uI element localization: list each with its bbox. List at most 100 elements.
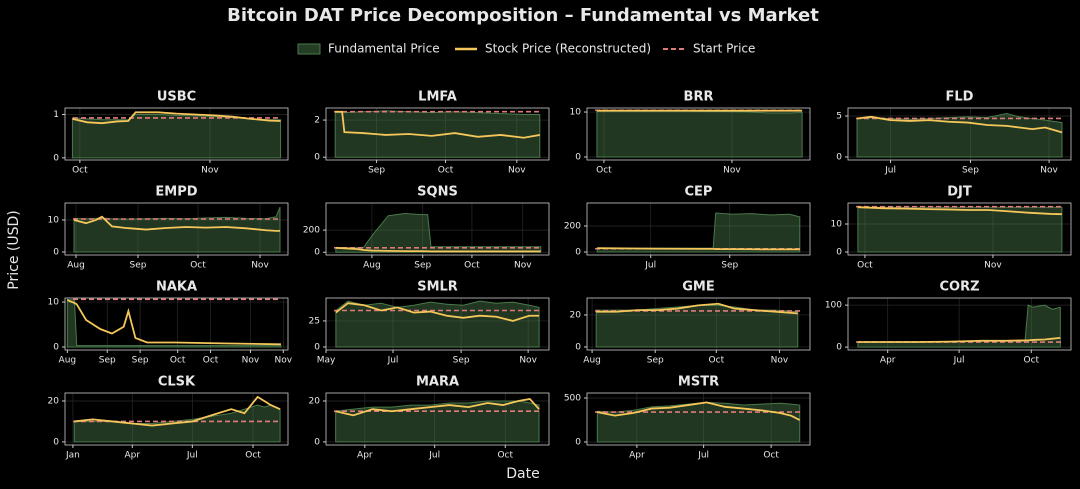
x-tick-label: Nov [984,261,1002,271]
panel: MSTR 0 500 Apr Jul Oct [564,375,811,461]
x-tick-label: Jul [186,451,198,461]
x-tick-label: Nov [242,356,260,366]
x-tick-label: Oct [203,356,219,366]
y-tick-label: 20 [48,396,60,406]
stock-line [597,401,801,421]
panel: EMPD 0 10 Aug Sep Oct Nov [48,185,289,271]
panel: CEP 0 200 Jul Sep [564,185,811,271]
fundamental-area [335,300,540,348]
y-tick-label: 10 [831,220,843,230]
plot-frame [325,392,550,446]
panel-title: MSTR [678,375,719,390]
panel-title: FLD [946,90,974,105]
y-tick-label: 0 [575,248,581,258]
x-tick-label: Sep [414,261,431,271]
panel: SMLR 0 25 May Jul Sep Nov [309,280,550,366]
stock-line [857,336,1061,343]
legend-label: Fundamental Price [328,42,440,56]
y-tick-label: 5 [836,112,842,122]
stock-line [597,247,800,251]
x-tick-label: Oct [596,166,612,176]
x-tick-label: Aug [583,356,601,366]
panel: USBC 0 1 Oct Nov [53,90,289,176]
x-tick-label: Oct [709,356,725,366]
panel: SQNS 0 200 Aug Sep Oct Nov [303,185,550,271]
panel: GME 0 20 Aug Sep Oct Nov [570,280,811,366]
y-tick-label: 25 [309,316,320,326]
x-tick-label: Apr [125,451,141,461]
y-tick-label: 2 [314,116,320,126]
plot-frame [64,202,289,256]
plot-frame [586,107,811,161]
plot-frame [847,107,1072,161]
y-tick-label: 500 [564,394,581,404]
panel-title: MARA [416,375,459,390]
panel-title: SMLR [417,280,458,295]
y-tick-label: 0 [53,153,59,163]
panel: FLD 0 5 Jul Sep Nov [836,90,1072,176]
x-tick-label: Oct [438,166,454,176]
legend-label: Stock Price (Reconstructed) [485,42,651,56]
plot-frame [64,297,289,351]
y-tick-label: 0 [53,247,59,257]
panel: CORZ 0 100 Apr Jul Oct [825,280,1072,366]
stock-line [596,302,798,315]
x-tick-label: Jul [697,451,709,461]
plot-frame [847,297,1072,351]
panel-title: CLSK [158,375,196,390]
y-tick-label: 0 [575,438,581,448]
plot-frame [586,297,811,351]
panel: DJT 0 10 Oct Nov [831,185,1072,271]
y-tick-label: 100 [825,301,842,311]
panel-title: USBC [157,90,196,105]
stock-line [74,395,281,427]
y-tick-label: 10 [48,298,60,308]
x-tick-label: Jul [884,166,896,176]
plot-frame [64,392,289,446]
panel: LMFA 0 2 Sep Oct Nov [314,90,550,176]
y-tick-label: 20 [570,310,582,320]
x-tick-label: Nov [275,356,293,366]
y-tick-label: 0 [314,248,320,258]
panel-title: GME [682,280,715,295]
x-tick-label: Oct [170,356,186,366]
x-tick-label: Nov [723,166,741,176]
x-tick-label: Jul [428,451,440,461]
fundamental-area [71,114,282,159]
x-tick-label: Nov [251,261,269,271]
plot-frame [325,107,550,161]
stock-line [66,299,281,346]
x-tick-label: Oct [1024,356,1040,366]
legend-swatch [297,43,321,55]
x-tick-label: Nov [519,356,537,366]
x-tick-label: Oct [763,451,779,461]
stock-line [73,215,280,232]
stock-line [72,111,281,125]
x-tick-label: Sep [647,356,664,366]
panel: MARA 0 20 Apr Jul Oct [309,375,550,461]
x-tick-label: Nov [508,166,526,176]
x-tick-label: Apr [629,451,645,461]
panel-title: NAKA [156,280,197,295]
x-tick-label: Aug [363,261,381,271]
x-tick-label: Oct [245,451,261,461]
y-tick-label: 20 [309,396,321,406]
fundamental-area [596,110,803,158]
stock-line [335,397,540,417]
legend: Fundamental Price Stock Price (Reconstru… [297,42,755,56]
x-axis-label: Date [506,466,539,482]
y-tick-label: 10 [570,108,582,118]
x-tick-label: Oct [857,261,873,271]
plot-frame [325,202,550,256]
y-tick-label: 0 [314,153,320,163]
stock-line [335,110,540,139]
x-tick-label: Apr [880,356,896,366]
y-tick-label: 0 [836,248,842,258]
panel: NAKA 0 10 Aug Sep Sep Oct Oct Nov Nov [48,280,293,366]
x-tick-label: Nov [201,166,219,176]
y-tick-label: 0 [575,342,581,352]
x-tick-label: Jul [953,356,965,366]
stock-line [857,206,1062,216]
plot-frame [325,297,550,351]
